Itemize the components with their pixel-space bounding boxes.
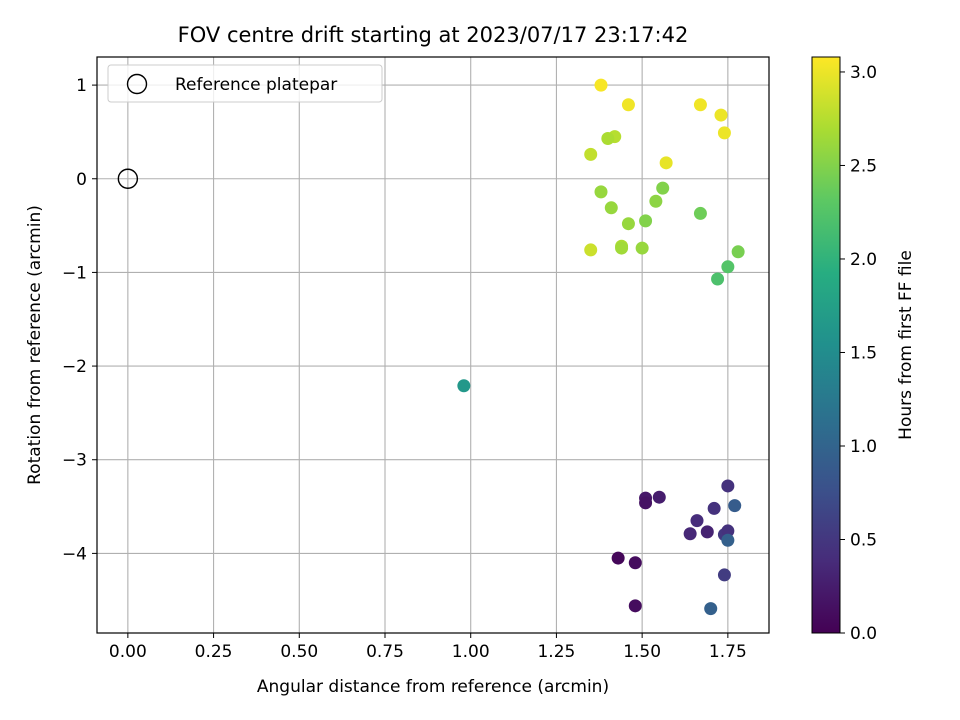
scatter-point — [728, 499, 742, 513]
scatter-point — [731, 245, 745, 259]
scatter-point — [700, 525, 714, 539]
x-tick-label: 0.25 — [195, 642, 233, 662]
scatter-point — [711, 272, 725, 286]
reference-marker-layer — [117, 168, 139, 189]
scatter-point — [615, 241, 629, 255]
x-tick-label: 0.75 — [366, 642, 404, 662]
legend-box — [107, 64, 383, 103]
scatter-point — [717, 126, 731, 140]
x-tick-label: 1.50 — [623, 642, 661, 662]
scatter-point — [639, 496, 653, 510]
colorbar-tick-label: 2.0 — [850, 250, 877, 270]
x-axis-label: Angular distance from reference (arcmin) — [257, 677, 609, 697]
scatter-point — [656, 181, 670, 195]
scatter-point — [601, 131, 615, 145]
scatter-point — [628, 599, 642, 613]
scatter-point — [649, 194, 663, 208]
colorbar-ticks: 0.0 0.5 1.0 1.5 2.0 2.5 3.0 — [840, 63, 877, 644]
scatter-point — [721, 479, 735, 493]
legend-entry-label: Reference platepar — [175, 75, 337, 95]
scatter-point — [628, 556, 642, 570]
colorbar-tick-label: 2.5 — [850, 156, 877, 176]
scatter-point — [639, 214, 653, 228]
x-tick-label: 1.75 — [709, 642, 747, 662]
colorbar-tick-label: 1.0 — [850, 437, 877, 457]
y-tick-label: 0 — [76, 170, 87, 190]
scatter-point — [621, 217, 635, 231]
x-tick-label: 0.00 — [109, 642, 147, 662]
colorbar-tick-label: 3.0 — [850, 63, 877, 83]
scatter-point — [635, 241, 649, 255]
colorbar-tick-label: 0.5 — [850, 530, 877, 550]
scatter-point — [652, 490, 666, 504]
scatter-point — [721, 533, 735, 547]
colorbar-tick-label: 0.0 — [850, 624, 877, 644]
scatter-point — [457, 379, 471, 393]
chart-title: FOV centre drift starting at 2023/07/17 … — [178, 23, 689, 47]
y-tick-label: −4 — [62, 544, 87, 564]
x-tick-label: 0.50 — [280, 642, 318, 662]
y-axis-label: Rotation from reference (arcmin) — [25, 205, 45, 485]
colorbar-label: Hours from first FF file — [896, 250, 916, 440]
scatter-point — [693, 98, 707, 112]
y-axis-ticks: 1 0 −1 −2 −3 −4 — [62, 76, 97, 564]
colorbar — [811, 56, 841, 634]
y-tick-label: 1 — [76, 76, 87, 96]
scatter-point — [611, 551, 625, 565]
scatter-point — [594, 185, 608, 199]
legend: Reference platepar — [107, 64, 383, 103]
scatter-point — [604, 201, 618, 215]
scatter-point — [693, 206, 707, 220]
plot-frame — [96, 56, 770, 634]
scatter-point — [721, 524, 735, 538]
scatter-point — [704, 602, 718, 616]
scatter-point — [683, 527, 697, 541]
scatter-point — [659, 156, 673, 170]
scatter-point — [714, 108, 728, 122]
y-tick-label: −2 — [62, 357, 87, 377]
data-points — [457, 78, 745, 616]
scatter-point — [690, 514, 704, 528]
scatter-point — [584, 147, 598, 161]
scatter-point — [721, 260, 735, 274]
x-tick-label: 1.00 — [452, 642, 490, 662]
scatter-point — [584, 243, 598, 257]
reference-platepar-marker — [117, 168, 139, 189]
scatter-point — [621, 98, 635, 112]
scatter-point — [717, 568, 731, 582]
scatter-point — [594, 78, 608, 92]
legend-marker-circle — [126, 73, 148, 95]
y-tick-label: −1 — [62, 263, 87, 283]
scatter-point — [707, 501, 721, 515]
y-tick-label: −3 — [62, 451, 87, 471]
x-axis-ticks: 0.00 0.25 0.50 0.75 1.00 1.25 1.50 1.75 — [109, 633, 747, 662]
colorbar-tick-label: 1.5 — [850, 343, 877, 363]
x-tick-label: 1.25 — [537, 642, 575, 662]
